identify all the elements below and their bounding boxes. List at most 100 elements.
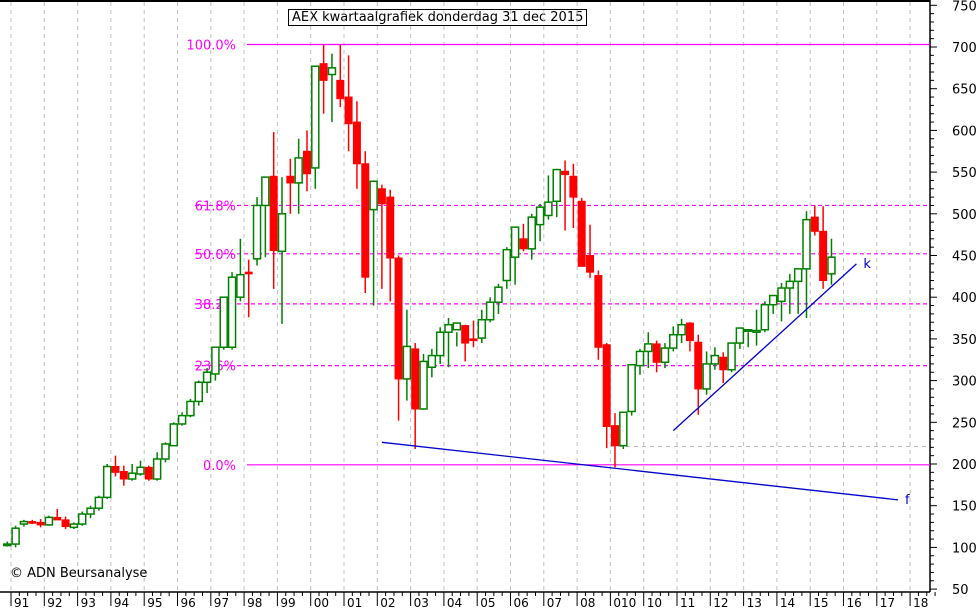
x-tick-label: 18 <box>913 596 928 610</box>
candle <box>219 296 228 350</box>
fib-level-label: 50.0% <box>195 248 236 263</box>
x-tick-label: 94 <box>114 596 129 610</box>
y-tick-label: 350 <box>952 333 977 348</box>
candle <box>469 320 478 348</box>
candle <box>94 495 104 511</box>
candle <box>652 340 661 373</box>
candle <box>252 197 262 266</box>
x-tick-label: 04 <box>447 596 462 610</box>
copyright-label: © ADN Beursanalyse <box>10 566 148 581</box>
candle <box>452 322 462 347</box>
x-tick-label: 98 <box>247 596 262 610</box>
candle <box>427 348 437 378</box>
candle <box>710 347 720 370</box>
x-tick-label: 95 <box>147 596 162 610</box>
candle <box>494 283 503 314</box>
candle <box>227 272 237 350</box>
fib-level-label: 100.0% <box>186 38 236 53</box>
candle <box>619 411 628 449</box>
candle <box>735 327 745 349</box>
candle <box>352 101 361 189</box>
candle <box>677 318 686 344</box>
candle <box>144 465 153 481</box>
candle <box>369 180 378 306</box>
candle <box>19 519 29 527</box>
x-tick-label: 11 <box>680 596 695 610</box>
candle <box>211 346 220 381</box>
candle <box>152 452 162 481</box>
candle <box>36 519 45 528</box>
candle <box>760 301 770 333</box>
y-tick-label: 250 <box>952 416 977 431</box>
x-tick-label: 16 <box>847 596 862 610</box>
candle <box>752 309 761 346</box>
x-tick-label: 17 <box>880 596 895 610</box>
candle <box>302 130 311 192</box>
candle <box>111 455 120 477</box>
candle <box>136 460 145 476</box>
candle <box>461 324 470 362</box>
candle <box>236 238 245 302</box>
candle <box>535 203 545 242</box>
candle <box>44 515 54 526</box>
candle <box>577 197 586 267</box>
candle <box>569 163 578 228</box>
candle <box>777 283 786 322</box>
x-tick-label: 05 <box>480 596 495 610</box>
candle <box>69 522 79 530</box>
x-tick-label: 13 <box>747 596 762 610</box>
candle <box>336 44 345 108</box>
trendline-k <box>672 263 857 432</box>
candle <box>119 465 128 486</box>
candle <box>53 509 62 521</box>
candle <box>294 138 303 214</box>
trendline-f <box>381 441 899 501</box>
candle <box>77 511 87 526</box>
x-tick-label: 08 <box>580 596 595 610</box>
candle <box>810 205 819 236</box>
candle <box>194 380 204 406</box>
candle <box>319 44 328 114</box>
candle <box>394 255 403 421</box>
candle <box>377 184 386 289</box>
candle <box>602 343 611 449</box>
candle <box>444 318 453 368</box>
candle <box>327 53 337 123</box>
x-tick-label: 01 <box>347 596 362 610</box>
candle <box>485 297 495 323</box>
candle <box>3 541 12 547</box>
fib-level-label: 61.8% <box>195 199 236 214</box>
candle <box>660 343 670 369</box>
x-tick-label: 91 <box>14 596 29 610</box>
y-tick-label: 650 <box>952 83 977 98</box>
y-tick-label: 700 <box>952 41 977 56</box>
candle <box>586 224 595 279</box>
x-tick-label: 97 <box>214 596 229 610</box>
candle <box>644 332 653 369</box>
x-tick-label: 93 <box>81 596 96 610</box>
candle <box>519 223 528 252</box>
candle <box>344 55 353 152</box>
fib-level-label: 0.0% <box>203 459 236 474</box>
candle <box>727 342 736 373</box>
x-tick-label: 00 <box>314 596 329 610</box>
candle <box>552 168 561 218</box>
candle <box>502 247 512 289</box>
candle <box>311 65 320 189</box>
candle <box>11 525 20 548</box>
candle <box>669 326 678 352</box>
x-tick-label: 06 <box>514 596 529 610</box>
x-tick-label: 96 <box>181 596 196 610</box>
candle <box>827 238 836 285</box>
candle <box>685 322 694 352</box>
candle <box>702 351 711 395</box>
x-tick-label: 07 <box>547 596 562 610</box>
trendline-label: f <box>905 493 910 508</box>
candle <box>510 226 520 285</box>
y-tick-label: 550 <box>952 166 977 181</box>
x-tick-label: 010 <box>613 596 636 610</box>
candle <box>793 268 803 314</box>
candle <box>527 213 537 260</box>
candle <box>127 464 137 481</box>
